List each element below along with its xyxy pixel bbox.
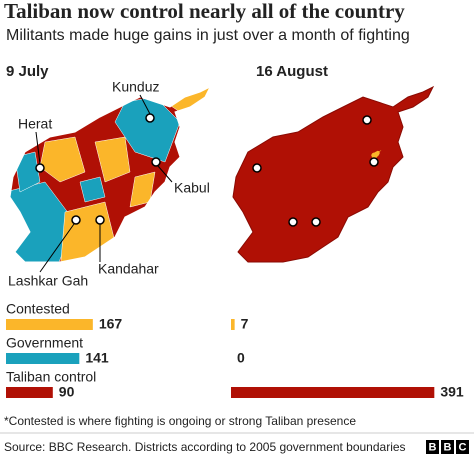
value-label: 391 [440, 384, 464, 400]
category-label: Taliban control [6, 369, 96, 385]
value-label: 90 [59, 384, 75, 400]
value-label: 141 [85, 350, 109, 366]
source: Source: BBC Research. Districts accordin… [4, 440, 406, 454]
title: Taliban now control nearly all of the co… [4, 0, 405, 23]
city-dots [35, 113, 379, 227]
city-leaders [35, 94, 173, 273]
logo-letter: B [429, 441, 437, 453]
footnote: *Contested is where fighting is ongoing … [4, 414, 356, 428]
date-label: 9 July [6, 63, 49, 80]
city-label: Kandahar [98, 261, 159, 277]
city-label: Lashkar Gah [8, 273, 88, 289]
city-label: Herat [18, 116, 52, 132]
bar [231, 319, 235, 330]
value-label: 7 [241, 316, 249, 332]
city-label: Kunduz [112, 79, 159, 95]
bar [6, 387, 53, 398]
date-label: 16 August [256, 63, 328, 80]
value-label: 0 [237, 350, 245, 366]
subtitle: Militants made huge gains in just over a… [6, 27, 410, 44]
map-july [9, 86, 211, 263]
logo-letter: B [444, 441, 452, 453]
logo-letter: C [459, 441, 467, 453]
bar [231, 387, 435, 398]
map-august [232, 86, 434, 263]
city-label: Kabul [174, 180, 210, 196]
category-label: Government [6, 335, 83, 351]
bar [6, 353, 80, 364]
logo: B B C [426, 440, 469, 454]
category-label: Contested [6, 301, 70, 317]
bar [6, 319, 93, 330]
value-label: 167 [99, 316, 123, 332]
